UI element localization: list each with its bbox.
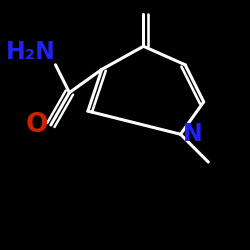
Text: H₂N: H₂N — [6, 40, 56, 64]
Text: O: O — [26, 112, 48, 138]
Text: N: N — [183, 122, 203, 146]
